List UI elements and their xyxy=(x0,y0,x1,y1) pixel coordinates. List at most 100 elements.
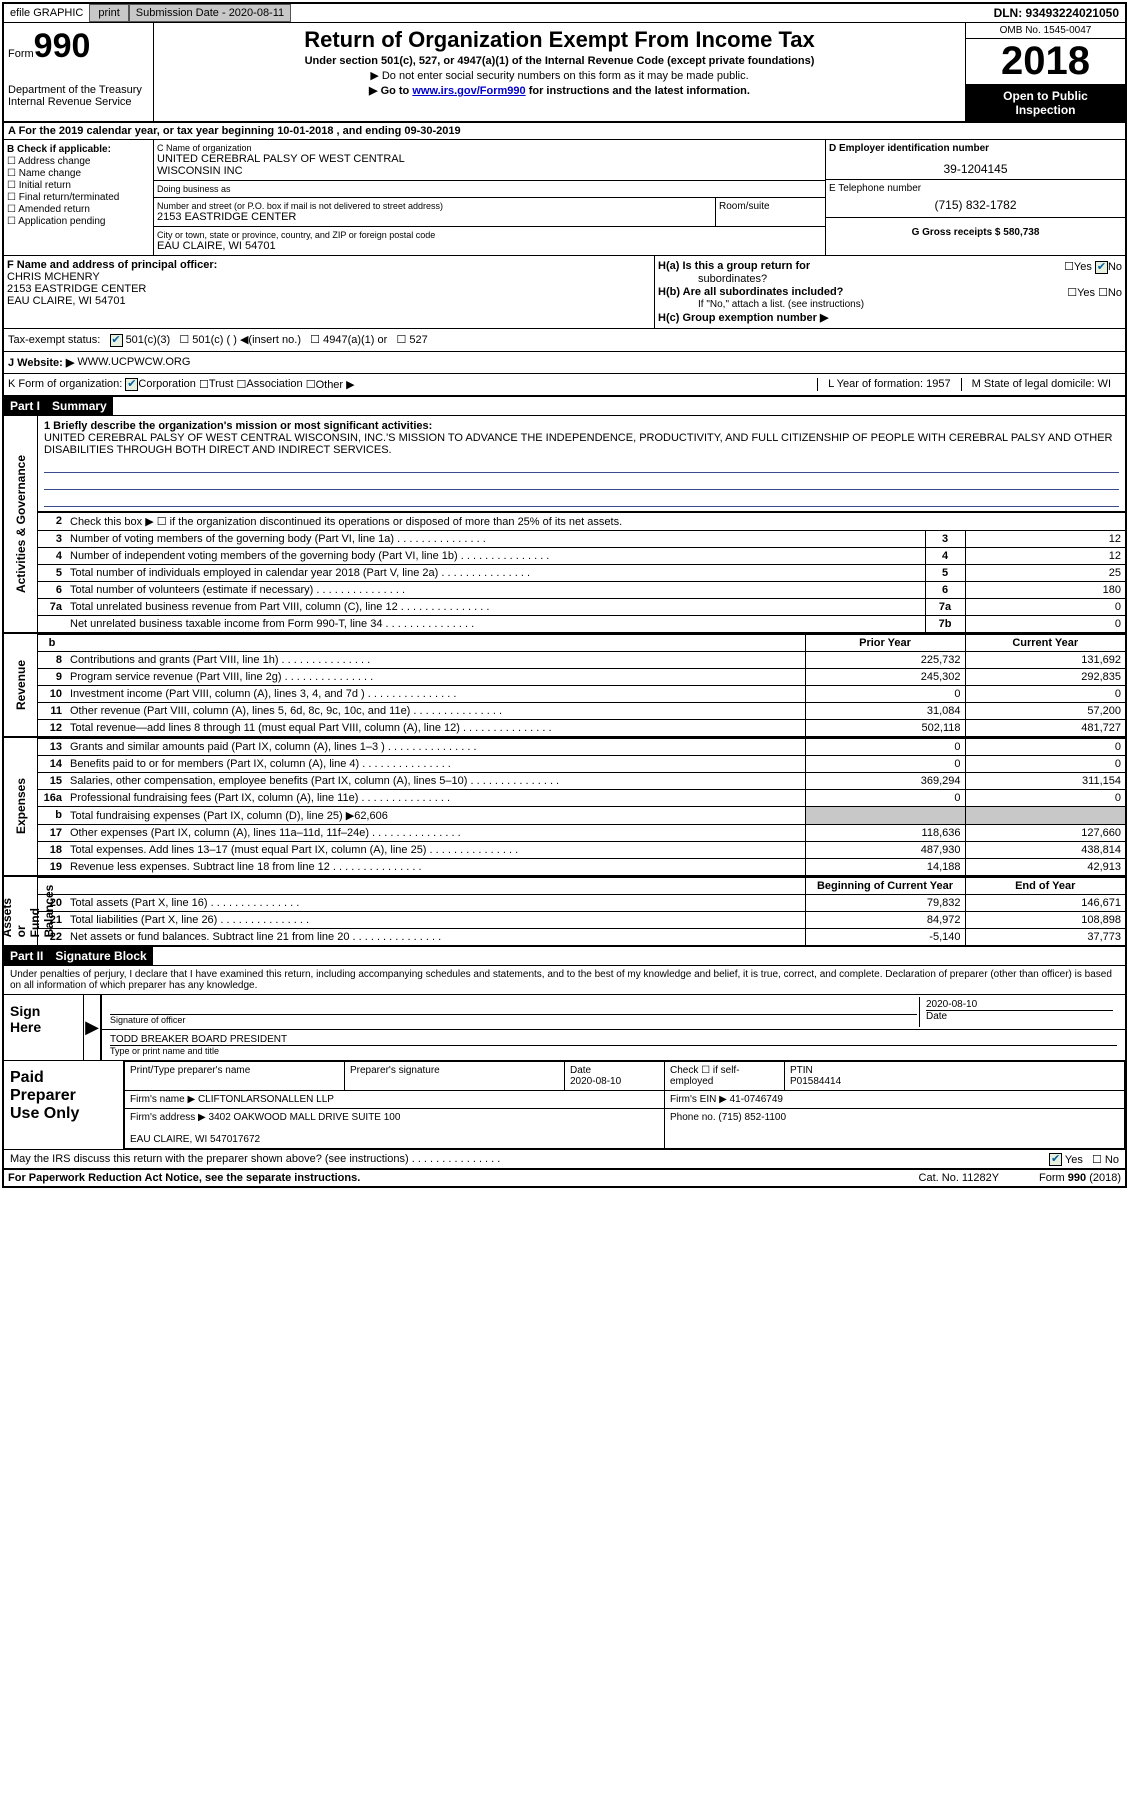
expenses-section: Expenses 13Grants and similar amounts pa… xyxy=(4,738,1125,877)
col-b-header: B Check if applicable: xyxy=(7,144,150,155)
side-revenue: Revenue xyxy=(4,634,38,736)
year-formation: L Year of formation: 1957 xyxy=(817,378,961,391)
irs-link[interactable]: www.irs.gov/Form990 xyxy=(412,85,525,97)
header-left: Form990 Department of the Treasury Inter… xyxy=(4,23,154,121)
city-label: City or town, state or province, country… xyxy=(157,230,822,240)
part1-header: Part ISummary xyxy=(4,397,1125,416)
section-b-c-d: B Check if applicable: ☐ Address change … xyxy=(4,140,1125,256)
section-f-h: F Name and address of principal officer:… xyxy=(4,256,1125,329)
chk-ha-no[interactable] xyxy=(1095,261,1108,274)
org-name: UNITED CEREBRAL PALSY OF WEST CENTRAL WI… xyxy=(157,153,822,177)
prep-self-emp[interactable]: Check ☐ if self-employed xyxy=(665,1061,785,1090)
tax-year: 2018 xyxy=(966,39,1125,85)
revenue-table: bPrior YearCurrent Year8Contributions an… xyxy=(38,634,1125,736)
preparer-label: Paid Preparer Use Only xyxy=(4,1061,124,1149)
column-c: C Name of organization UNITED CEREBRAL P… xyxy=(154,140,825,255)
top-toolbar: efile GRAPHIC print Submission Date - 20… xyxy=(4,4,1125,23)
section-f: F Name and address of principal officer:… xyxy=(4,256,655,328)
header-right: OMB No. 1545-0047 2018 Open to Public In… xyxy=(965,23,1125,121)
ein-value: 39-1204145 xyxy=(829,162,1122,176)
website-value: WWW.UCPWCW.ORG xyxy=(77,356,190,369)
firm-name: CLIFTONLARSONALLEN LLP xyxy=(198,1094,334,1105)
governance-table: 2Check this box ▶ ☐ if the organization … xyxy=(38,512,1125,632)
print-button[interactable]: print xyxy=(89,4,128,22)
prep-sig-hdr: Preparer's signature xyxy=(345,1061,565,1090)
officer-print-name: TODD BREAKER BOARD PRESIDENT xyxy=(110,1034,1117,1045)
prep-name-hdr: Print/Type preparer's name xyxy=(125,1061,345,1090)
expenses-table: 13Grants and similar amounts paid (Part … xyxy=(38,738,1125,875)
chk-name[interactable]: ☐ Name change xyxy=(7,168,150,179)
gross-receipts: G Gross receipts $ 580,738 xyxy=(829,227,1122,238)
ptin-value: P01584414 xyxy=(790,1076,841,1087)
column-d: D Employer identification number 39-1204… xyxy=(825,140,1125,255)
form-word: Form xyxy=(8,48,34,60)
efile-label: efile GRAPHIC xyxy=(4,5,89,21)
side-net: Net Assets or Fund Balances xyxy=(4,877,38,945)
chk-address[interactable]: ☐ Address change xyxy=(7,156,150,167)
tel-label: E Telephone number xyxy=(829,183,1122,194)
officer-name: CHRIS MCHENRY xyxy=(7,271,651,283)
sig-date-value: 2020-08-10 xyxy=(926,999,1113,1010)
governance-section: Activities & Governance 1 Briefly descri… xyxy=(4,416,1125,634)
sign-here-label: Sign Here xyxy=(4,995,84,1060)
chk-amended[interactable]: ☐ Amended return xyxy=(7,204,150,215)
org-name-label: C Name of organization xyxy=(157,143,822,153)
subtitle-3: ▶ Go to www.irs.gov/Form990 for instruct… xyxy=(158,84,961,97)
discuss-row: May the IRS discuss this return with the… xyxy=(4,1150,1125,1169)
dln-label: DLN: 93493224021050 xyxy=(988,4,1125,22)
chk-discuss-yes[interactable] xyxy=(1049,1153,1062,1166)
mission-text: UNITED CEREBRAL PALSY OF WEST CENTRAL WI… xyxy=(44,432,1119,456)
sign-here-row: Sign Here ▶ Signature of officer 2020-08… xyxy=(4,995,1125,1061)
form-header: Form990 Department of the Treasury Inter… xyxy=(4,23,1125,123)
form-number: 990 xyxy=(34,27,91,65)
tel-value: (715) 832-1782 xyxy=(829,198,1122,212)
prep-date: 2020-08-10 xyxy=(570,1076,621,1087)
form-footer: Form 990 (2018) xyxy=(1039,1172,1121,1184)
sig-arrow-icon: ▶ xyxy=(84,995,102,1060)
chk-501c3[interactable] xyxy=(110,334,123,347)
chk-initial[interactable]: ☐ Initial return xyxy=(7,180,150,191)
firm-addr2: EAU CLAIRE, WI 547017672 xyxy=(130,1134,260,1145)
chk-final[interactable]: ☐ Final return/terminated xyxy=(7,192,150,203)
pra-notice: For Paperwork Reduction Act Notice, see … xyxy=(8,1172,360,1184)
ein-label: D Employer identification number xyxy=(829,143,1122,154)
officer-sig-label: Signature of officer xyxy=(110,1015,917,1025)
chk-pending[interactable]: ☐ Application pending xyxy=(7,216,150,227)
firm-ein: 41-0746749 xyxy=(730,1094,783,1105)
firm-addr1: 3402 OAKWOOD MALL DRIVE SUITE 100 xyxy=(209,1112,401,1123)
form-container: efile GRAPHIC print Submission Date - 20… xyxy=(2,2,1127,1188)
sig-date-label: Date xyxy=(926,1010,1113,1022)
preparer-section: Paid Preparer Use Only Print/Type prepar… xyxy=(4,1061,1125,1150)
section-h: H(a) Is this a group return for ☐Yes No … xyxy=(655,256,1125,328)
chk-corp[interactable] xyxy=(125,378,138,391)
dept-label: Department of the Treasury Internal Reve… xyxy=(8,84,149,108)
footer: For Paperwork Reduction Act Notice, see … xyxy=(4,1169,1125,1186)
addr-value: 2153 EASTRIDGE CENTER xyxy=(157,211,712,223)
k-l-m-row: K Form of organization: Corporation ☐ Tr… xyxy=(4,374,1125,397)
tax-status-row: Tax-exempt status: 501(c)(3) ☐ 501(c) ( … xyxy=(4,329,1125,352)
line-a: A For the 2019 calendar year, or tax yea… xyxy=(4,123,1125,140)
open-inspection: Open to Public Inspection xyxy=(966,85,1125,121)
revenue-section: Revenue bPrior YearCurrent Year8Contribu… xyxy=(4,634,1125,738)
firm-phone: (715) 852-1100 xyxy=(718,1112,786,1123)
net-table: Beginning of Current YearEnd of Year20To… xyxy=(38,877,1125,945)
side-governance: Activities & Governance xyxy=(4,416,38,632)
cat-number: Cat. No. 11282Y xyxy=(879,1172,1040,1184)
state-domicile: M State of legal domicile: WI xyxy=(961,378,1121,391)
form-title: Return of Organization Exempt From Incom… xyxy=(158,27,961,53)
city-value: EAU CLAIRE, WI 54701 xyxy=(157,240,822,252)
part2-header: Part IISignature Block xyxy=(4,947,1125,966)
net-assets-section: Net Assets or Fund Balances Beginning of… xyxy=(4,877,1125,947)
dba-label: Doing business as xyxy=(157,184,822,194)
submission-date: Submission Date - 2020-08-11 xyxy=(129,4,291,22)
preparer-table: Print/Type preparer's name Preparer's si… xyxy=(124,1061,1125,1149)
header-mid: Return of Organization Exempt From Incom… xyxy=(154,23,965,121)
mission-block: 1 Briefly describe the organization's mi… xyxy=(38,416,1125,512)
signature-declaration: Under penalties of perjury, I declare th… xyxy=(4,966,1125,995)
officer-print-label: Type or print name and title xyxy=(110,1045,1117,1056)
subtitle-1: Under section 501(c), 527, or 4947(a)(1)… xyxy=(158,55,961,67)
subtitle-2: ▶ Do not enter social security numbers o… xyxy=(158,69,961,82)
side-expenses: Expenses xyxy=(4,738,38,875)
website-row: J Website: ▶ WWW.UCPWCW.ORG xyxy=(4,352,1125,374)
room-suite: Room/suite xyxy=(715,198,825,226)
